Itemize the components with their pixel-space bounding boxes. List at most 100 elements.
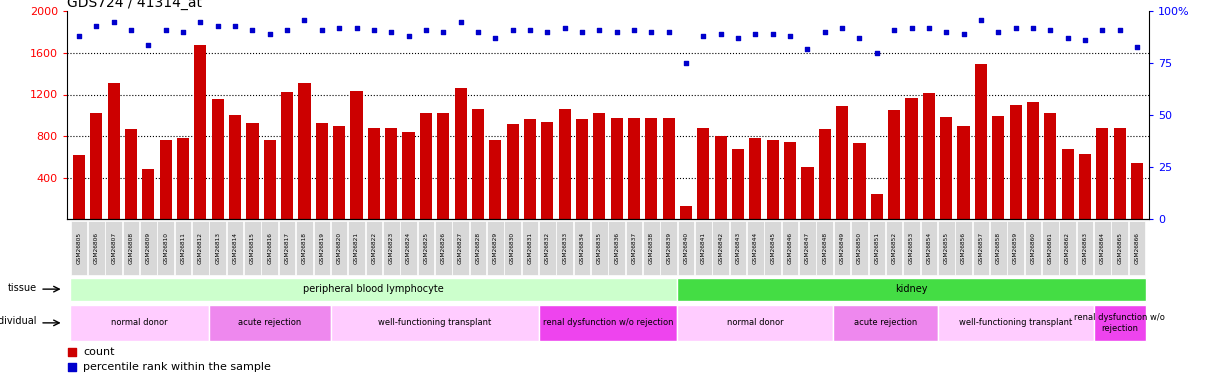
Point	[902, 25, 922, 31]
Bar	[244, 221, 260, 274]
Bar	[507, 124, 519, 219]
Point	[520, 27, 540, 33]
Text: GSM26864: GSM26864	[1099, 232, 1105, 264]
Point	[503, 27, 523, 33]
Bar	[209, 221, 226, 274]
Point	[174, 29, 193, 35]
Bar	[71, 278, 677, 301]
Bar	[854, 143, 866, 219]
Text: GSM26863: GSM26863	[1082, 232, 1087, 264]
Bar	[402, 132, 415, 219]
Bar	[417, 221, 434, 274]
Bar	[574, 221, 590, 274]
Point	[647, 144, 666, 150]
Text: GSM26823: GSM26823	[389, 232, 394, 264]
Bar	[956, 221, 972, 274]
Bar	[1025, 221, 1041, 274]
Text: GSM26825: GSM26825	[423, 232, 428, 264]
Point	[728, 35, 748, 41]
Bar	[888, 110, 900, 219]
Bar	[871, 194, 883, 219]
Text: GSM26828: GSM26828	[475, 232, 480, 264]
Point	[573, 29, 592, 35]
Point	[953, 31, 973, 37]
Text: GSM26840: GSM26840	[683, 232, 688, 264]
Text: acute rejection: acute rejection	[238, 318, 302, 327]
Bar	[264, 140, 276, 219]
Point	[537, 29, 557, 35]
Text: GSM26810: GSM26810	[163, 232, 168, 264]
Point	[399, 33, 418, 39]
Bar	[333, 126, 345, 219]
Bar	[73, 155, 85, 219]
Point	[208, 23, 227, 29]
Bar	[71, 221, 88, 274]
Point	[1092, 27, 1111, 33]
Bar	[90, 113, 102, 219]
Bar	[71, 304, 209, 341]
Text: normal donor: normal donor	[727, 318, 784, 327]
Point	[1075, 38, 1094, 44]
Bar	[281, 92, 293, 219]
Text: GDS724 / 41314_at: GDS724 / 41314_at	[67, 0, 202, 10]
Point	[798, 46, 817, 52]
Point	[1127, 44, 1147, 50]
Bar	[677, 221, 694, 274]
Text: GSM26813: GSM26813	[215, 232, 220, 264]
Bar	[278, 221, 295, 274]
Text: GSM26841: GSM26841	[700, 232, 706, 264]
Bar	[140, 221, 157, 274]
Bar	[837, 106, 849, 219]
Bar	[331, 221, 348, 274]
Bar	[663, 118, 675, 219]
Bar	[1007, 221, 1024, 274]
Bar	[1128, 221, 1145, 274]
Bar	[298, 83, 310, 219]
Text: GSM26835: GSM26835	[597, 232, 602, 264]
Bar	[435, 221, 451, 274]
Text: GSM26831: GSM26831	[528, 232, 533, 264]
Bar	[784, 142, 796, 219]
Point	[867, 50, 886, 56]
Bar	[469, 221, 486, 274]
Bar	[732, 148, 744, 219]
Bar	[400, 221, 417, 274]
Text: GSM26821: GSM26821	[354, 232, 359, 264]
Text: normal donor: normal donor	[112, 318, 168, 327]
Text: GSM26824: GSM26824	[406, 232, 411, 264]
Bar	[247, 123, 259, 219]
Bar	[593, 113, 606, 219]
Bar	[505, 221, 520, 274]
Text: GSM26816: GSM26816	[268, 232, 272, 264]
Bar	[1009, 105, 1021, 219]
Bar	[903, 221, 919, 274]
Text: GSM26819: GSM26819	[320, 232, 325, 264]
Bar	[420, 113, 432, 219]
Point	[330, 25, 349, 31]
Point	[468, 29, 488, 35]
Point	[762, 31, 782, 37]
Text: GSM26817: GSM26817	[285, 232, 289, 264]
Point	[989, 29, 1008, 35]
Bar	[610, 118, 623, 219]
Point	[451, 19, 471, 25]
Text: GSM26839: GSM26839	[666, 232, 671, 264]
Bar	[677, 304, 833, 341]
Text: GSM26837: GSM26837	[631, 232, 636, 264]
Text: GSM26851: GSM26851	[874, 232, 879, 264]
Text: GSM26826: GSM26826	[440, 232, 446, 264]
Point	[745, 31, 765, 37]
Bar	[157, 221, 174, 274]
Bar	[88, 221, 105, 274]
Point	[624, 27, 643, 33]
Bar	[455, 88, 467, 219]
Text: GSM26858: GSM26858	[996, 232, 1001, 264]
Bar	[868, 221, 885, 274]
Text: GSM26848: GSM26848	[822, 232, 827, 264]
Text: GSM26829: GSM26829	[492, 232, 497, 264]
Point	[590, 27, 609, 33]
Text: GSM26866: GSM26866	[1135, 232, 1139, 264]
Bar	[209, 304, 331, 341]
Bar	[591, 221, 608, 274]
Point	[884, 27, 903, 33]
